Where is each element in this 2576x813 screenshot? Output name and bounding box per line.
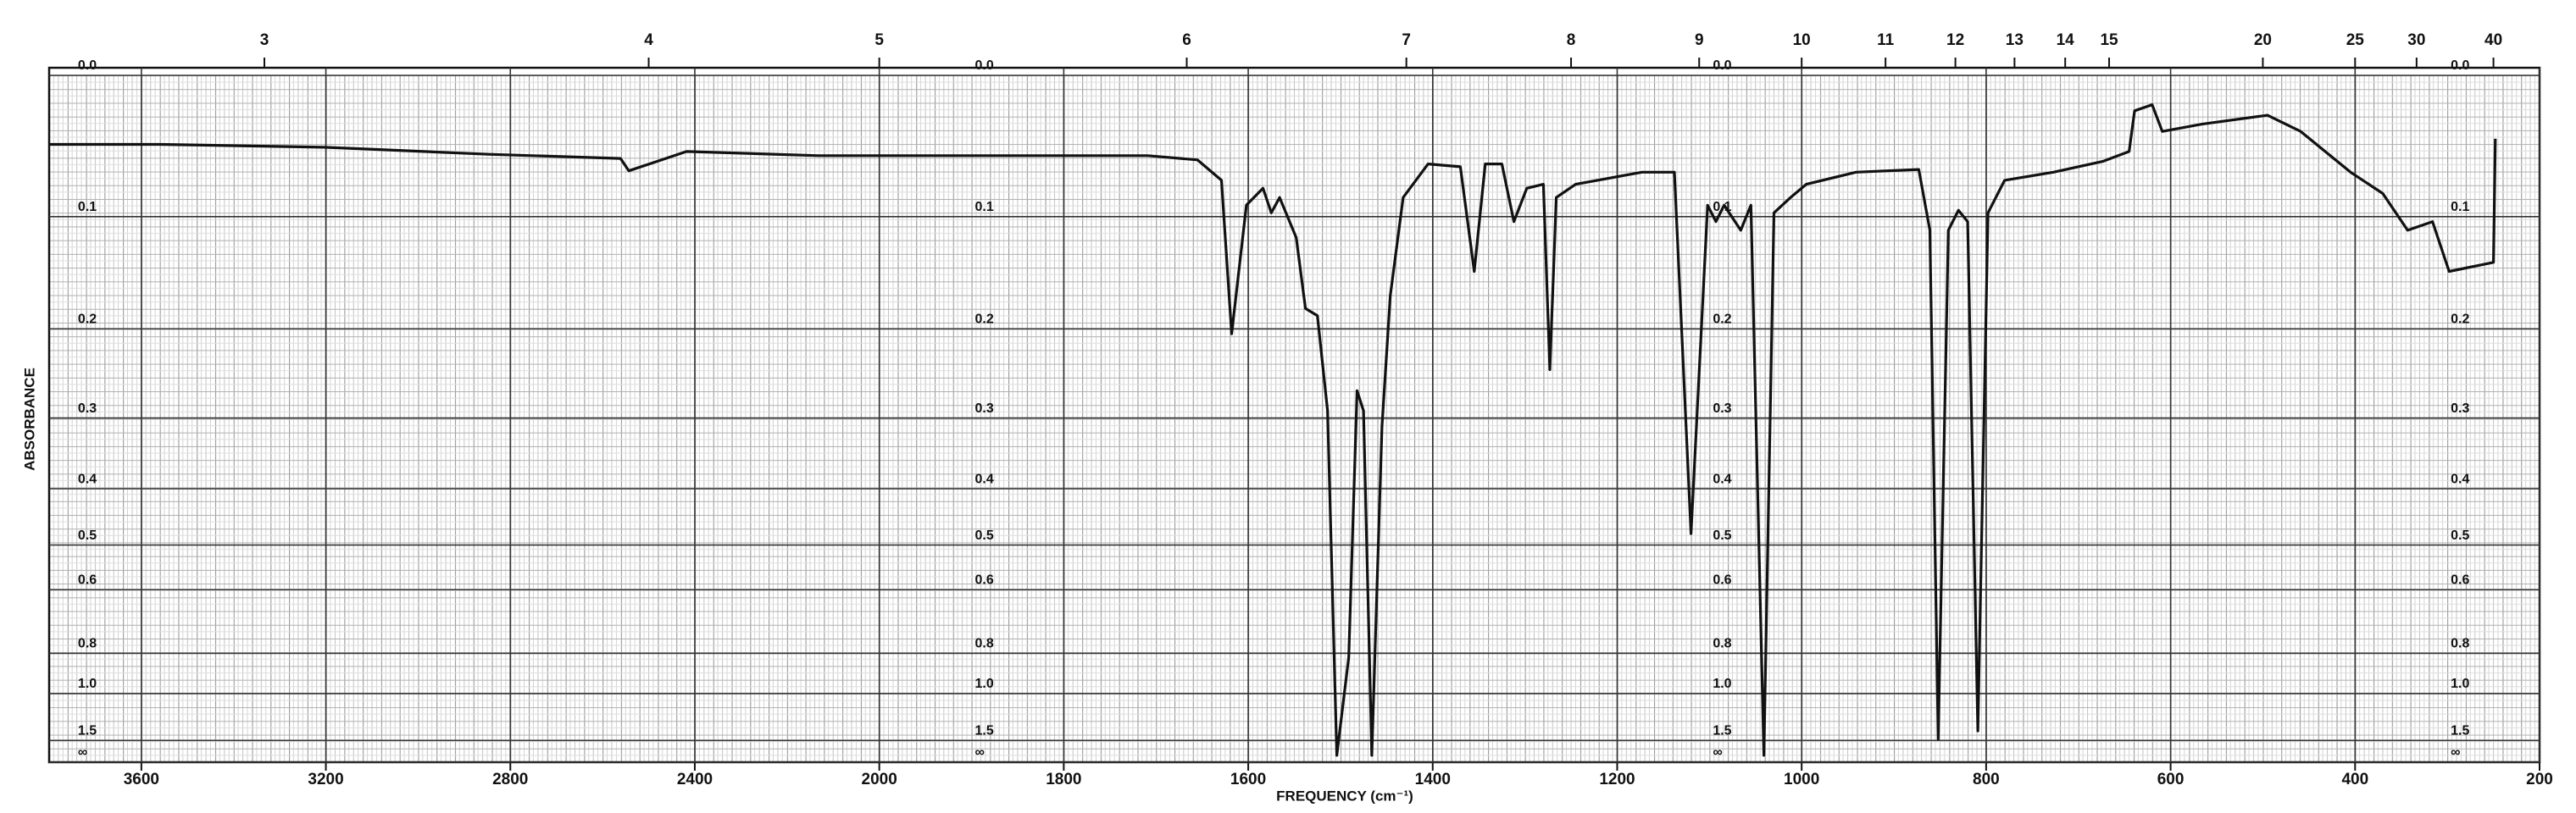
x-tick-label: 2800 bbox=[492, 771, 528, 788]
x-tick-label: 3200 bbox=[308, 771, 343, 788]
y-tick-label: 0.4 bbox=[2451, 472, 2469, 486]
y-tick-label: 0.0 bbox=[2451, 58, 2469, 73]
y-tick-label: 0.6 bbox=[2451, 573, 2469, 588]
y-axis-label: ABSORBANCE bbox=[21, 368, 37, 471]
y-tick-label: 0.4 bbox=[78, 472, 97, 486]
x2-tick-label: 30 bbox=[2407, 31, 2425, 49]
y-tick-label: 0.5 bbox=[78, 528, 97, 543]
x2-tick-label: 13 bbox=[2006, 31, 2024, 49]
y-tick-label: 0.8 bbox=[78, 637, 97, 651]
y-tick-label: ∞ bbox=[78, 745, 87, 760]
y-tick-label: 0.4 bbox=[975, 472, 994, 486]
x-tick-label: 1200 bbox=[1599, 771, 1635, 788]
y-tick-label: 0.5 bbox=[975, 528, 994, 543]
x-tick-label: 2000 bbox=[862, 771, 897, 788]
y-tick-label: 0.1 bbox=[2451, 200, 2469, 214]
x2-tick-label: 40 bbox=[2484, 31, 2502, 49]
x2-tick-label: 14 bbox=[2057, 31, 2075, 49]
x2-tick-label: 12 bbox=[1946, 31, 1964, 49]
x-tick-label: 3600 bbox=[124, 771, 159, 788]
x2-tick-label: 25 bbox=[2346, 31, 2365, 49]
y-tick-label: 0.3 bbox=[975, 401, 994, 416]
x2-tick-label: 3 bbox=[260, 31, 269, 49]
x2-tick-label: 6 bbox=[1182, 31, 1191, 49]
x-tick-label: 400 bbox=[2341, 771, 2368, 788]
y-tick-label: 0.8 bbox=[975, 637, 994, 651]
y-tick-label: 0.6 bbox=[1713, 573, 1731, 588]
y-tick-label: 0.3 bbox=[78, 401, 97, 416]
y-tick-label: 0.0 bbox=[78, 58, 97, 73]
paper-grid bbox=[49, 75, 2540, 762]
plot-layer: 3600 3200 2800 2400 2000 1800 1600 1400 1200 1000… bbox=[49, 31, 2553, 788]
x-tick-label: 1800 bbox=[1046, 771, 1081, 788]
y-tick-label: 0.0 bbox=[975, 58, 994, 73]
y-tick-label: 1.5 bbox=[975, 724, 994, 738]
x2-tick-label: 8 bbox=[1567, 31, 1576, 49]
x-tick-label: 1000 bbox=[1784, 771, 1819, 788]
y-tick-label: 0.2 bbox=[78, 312, 97, 327]
y-tick-label: 0.1 bbox=[78, 200, 97, 214]
y-tick-label: 1.5 bbox=[2451, 724, 2469, 738]
x2-tick-label: 4 bbox=[644, 31, 653, 49]
y-tick-label: ∞ bbox=[1713, 745, 1722, 760]
x2-tick-label: 10 bbox=[1793, 31, 1811, 49]
y-tick-label: 0.3 bbox=[1713, 401, 1731, 416]
x-tick-label: 600 bbox=[2157, 771, 2185, 788]
x-tick-label: 1600 bbox=[1230, 771, 1266, 788]
y-tick-label: 1.0 bbox=[975, 677, 994, 691]
y-tick-label: 0.8 bbox=[2451, 637, 2469, 651]
y-tick-label: 1.5 bbox=[1713, 724, 1731, 738]
y-tick-label: 0.0 bbox=[1713, 58, 1731, 73]
x2-tick-label: 11 bbox=[1877, 31, 1895, 49]
y-tick-label: 0.6 bbox=[78, 573, 97, 588]
y-tick-label: 1.0 bbox=[1713, 677, 1731, 691]
x-tick-label: 200 bbox=[2526, 771, 2553, 788]
y-tick-label: 0.2 bbox=[975, 312, 994, 327]
x-axis-label: FREQUENCY (cm⁻¹) bbox=[1276, 788, 1413, 804]
x-tick-label: 2400 bbox=[677, 771, 713, 788]
y-tick-label: 0.8 bbox=[1713, 637, 1731, 651]
y-tick-label: 0.2 bbox=[1713, 312, 1731, 327]
x2-tick-label: 5 bbox=[874, 31, 884, 49]
y-tick-label: ∞ bbox=[2451, 745, 2460, 760]
x-tick-label: 800 bbox=[1973, 771, 2000, 788]
x2-tick-label: 9 bbox=[1695, 31, 1704, 49]
y-tick-label: 0.4 bbox=[1713, 472, 1731, 486]
y-tick-label: 0.1 bbox=[975, 200, 994, 214]
x-tick-label: 1400 bbox=[1415, 771, 1451, 788]
y-tick-label: 0.5 bbox=[2451, 528, 2469, 543]
y-tick-label: 1.5 bbox=[78, 724, 97, 738]
y-tick-label: 0.5 bbox=[1713, 528, 1731, 543]
y-tick-label: ∞ bbox=[975, 745, 985, 760]
x2-tick-label: 7 bbox=[1402, 31, 1411, 49]
y-tick-label: 0.2 bbox=[2451, 312, 2469, 327]
x2-tick-label: 20 bbox=[2254, 31, 2272, 49]
y-tick-label: 1.0 bbox=[78, 677, 97, 691]
spectrum-line bbox=[49, 103, 2497, 757]
y-tick-label: 1.0 bbox=[2451, 677, 2469, 691]
y-tick-label: 0.3 bbox=[2451, 401, 2469, 416]
y-tick-label: 0.6 bbox=[975, 573, 994, 588]
x2-tick-label: 15 bbox=[2100, 31, 2118, 49]
